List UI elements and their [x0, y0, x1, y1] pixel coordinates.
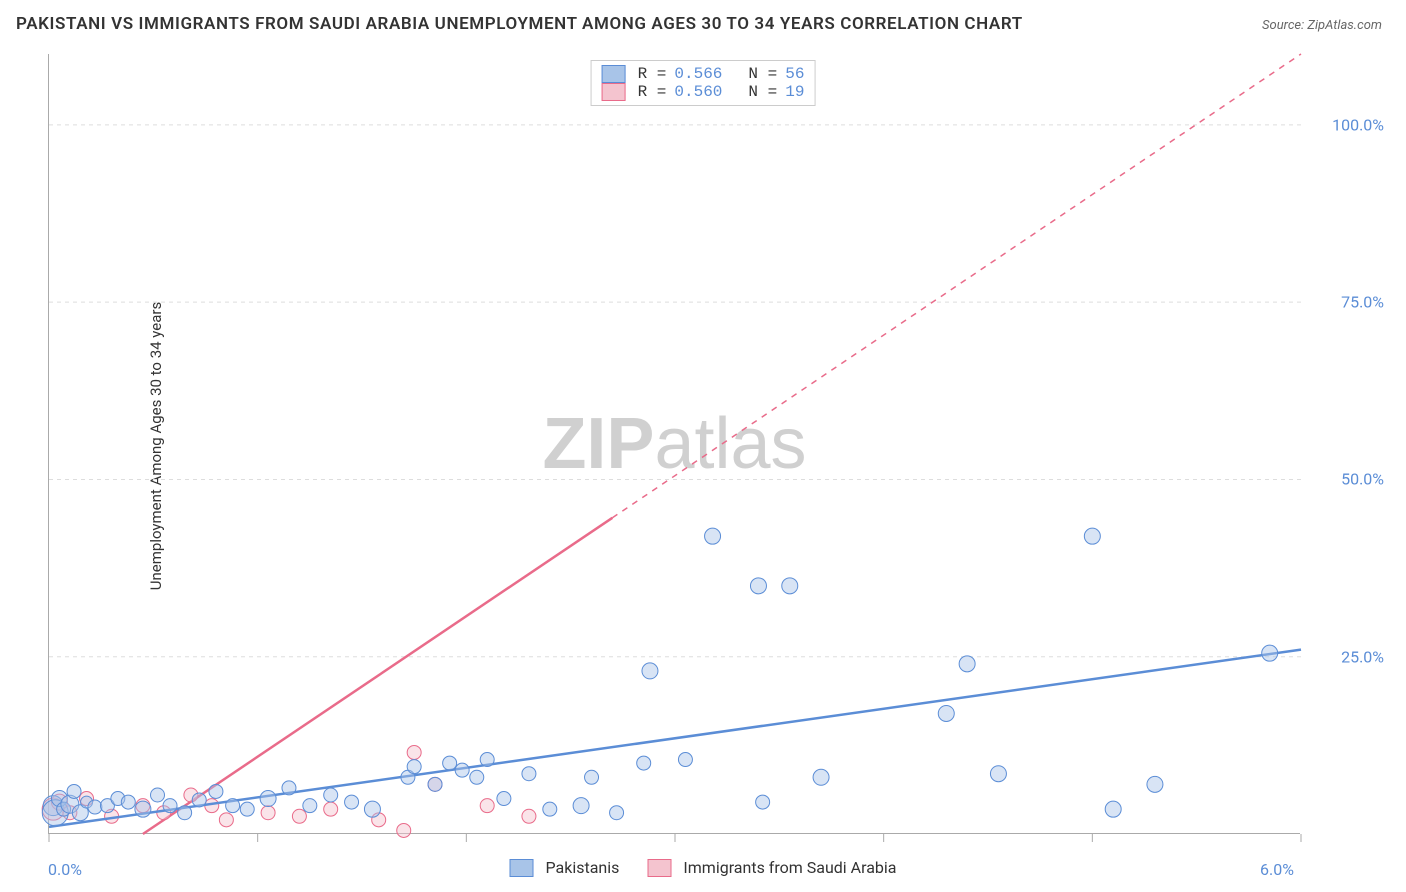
data-point — [1084, 528, 1100, 544]
data-point — [324, 788, 338, 802]
legend-item-saudi: Immigrants from Saudi Arabia — [647, 858, 896, 877]
data-point — [1105, 801, 1121, 817]
chart-svg — [49, 54, 1300, 833]
data-point — [303, 799, 317, 813]
data-point — [990, 766, 1006, 782]
n-value-saudi: 19 — [785, 83, 804, 101]
data-point — [522, 767, 536, 781]
swatch-pakistanis — [602, 65, 626, 83]
plot-area: ZIPatlas — [48, 54, 1300, 834]
data-point — [407, 760, 421, 774]
trendline-extrapolated — [612, 54, 1301, 518]
r-value-pakistanis: 0.566 — [674, 65, 722, 83]
legend-label-pakistanis: Pakistanis — [546, 858, 620, 877]
data-point — [813, 769, 829, 785]
data-point — [585, 770, 599, 784]
data-point — [364, 801, 380, 817]
r-label: R = — [638, 65, 667, 83]
data-point — [642, 663, 658, 679]
data-point — [455, 763, 469, 777]
data-point — [1262, 645, 1278, 661]
data-point — [497, 792, 511, 806]
r-value-saudi: 0.560 — [674, 83, 722, 101]
data-point — [121, 795, 135, 809]
legend-series: Pakistanis Immigrants from Saudi Arabia — [510, 858, 897, 877]
data-point — [480, 799, 494, 813]
data-point — [88, 800, 102, 814]
data-point — [67, 784, 81, 798]
data-point — [782, 578, 798, 594]
data-point — [1147, 776, 1163, 792]
data-point — [705, 528, 721, 544]
legend-row-pakistanis: R = 0.566 N = 56 — [602, 65, 805, 83]
data-point — [470, 770, 484, 784]
data-point — [480, 753, 494, 767]
data-point — [219, 813, 233, 827]
data-point — [443, 756, 457, 770]
data-point — [209, 784, 223, 798]
data-point — [750, 578, 766, 594]
data-point — [573, 798, 589, 814]
data-point — [345, 795, 359, 809]
x-tick-label: 6.0% — [1260, 860, 1294, 879]
y-tick-label: 50.0% — [1341, 470, 1384, 489]
legend-correlation-box: R = 0.566 N = 56 R = 0.560 N = 19 — [591, 60, 816, 106]
data-point — [282, 781, 296, 795]
chart-title: PAKISTANI VS IMMIGRANTS FROM SAUDI ARABI… — [16, 14, 1023, 34]
data-point — [192, 793, 206, 807]
data-point — [163, 799, 177, 813]
data-point — [292, 809, 306, 823]
data-point — [135, 801, 151, 817]
swatch-pakistanis-icon — [510, 859, 534, 877]
data-point — [261, 806, 275, 820]
swatch-saudi-icon — [647, 859, 671, 877]
n-label: N = — [748, 65, 777, 83]
data-point — [428, 777, 442, 791]
source-label: Source: ZipAtlas.com — [1262, 18, 1382, 33]
data-point — [240, 802, 254, 816]
data-point — [756, 795, 770, 809]
data-point — [324, 802, 338, 816]
data-point — [610, 806, 624, 820]
data-point — [543, 802, 557, 816]
n-value-pakistanis: 56 — [785, 65, 804, 83]
data-point — [678, 753, 692, 767]
data-point — [151, 788, 165, 802]
data-point — [959, 656, 975, 672]
data-point — [637, 756, 651, 770]
x-tick-label: 0.0% — [48, 860, 82, 879]
data-point — [522, 809, 536, 823]
r-label: R = — [638, 83, 667, 101]
data-point — [397, 823, 411, 837]
data-point — [226, 799, 240, 813]
data-point — [178, 806, 192, 820]
y-tick-label: 100.0% — [1332, 115, 1384, 134]
legend-label-saudi: Immigrants from Saudi Arabia — [683, 858, 896, 877]
y-tick-label: 25.0% — [1341, 647, 1384, 666]
data-point — [938, 705, 954, 721]
legend-row-saudi: R = 0.560 N = 19 — [602, 83, 805, 101]
n-label: N = — [748, 83, 777, 101]
data-point — [407, 745, 421, 759]
legend-item-pakistanis: Pakistanis — [510, 858, 620, 877]
data-point — [260, 791, 276, 807]
y-tick-label: 75.0% — [1341, 293, 1384, 312]
swatch-saudi — [602, 83, 626, 101]
